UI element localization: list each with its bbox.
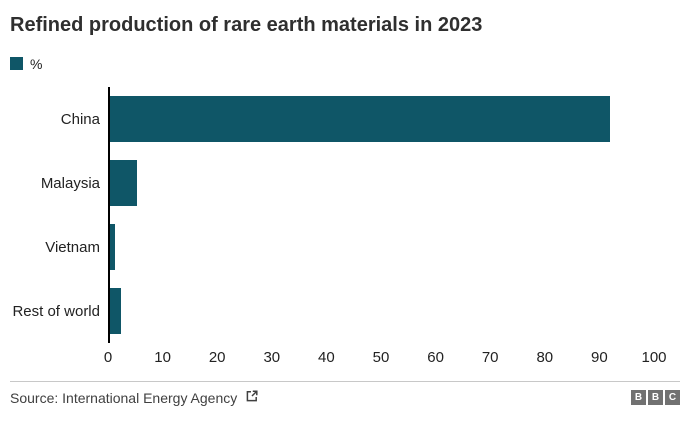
category-label-china: China [60, 110, 100, 128]
bar-china [110, 96, 611, 142]
chart-row-rest-of-world: Rest of world [10, 279, 680, 343]
bar-rest-of-world [110, 288, 121, 334]
x-tick-label-0: 0 [103, 349, 113, 366]
chart-title: Refined production of rare earth materia… [10, 14, 483, 36]
category-label-malaysia: Malaysia [40, 174, 100, 192]
category-label-vietnam: Vietnam [45, 238, 100, 256]
x-tick-label-90: 90 [591, 349, 608, 366]
bbc-logo-block-3: C [665, 390, 680, 405]
x-axis-ticks: 0 10 20 30 40 50 60 70 80 90 100 [104, 343, 667, 367]
bar-track-rest-of-world [108, 279, 654, 343]
legend: % [10, 55, 680, 72]
x-tick-label-40: 40 [318, 349, 335, 366]
external-link-icon [245, 389, 259, 406]
x-tick-label-50: 50 [372, 349, 390, 366]
chart-row-china: China [10, 87, 680, 151]
source-text: Source: International Energy Agency [10, 389, 238, 406]
x-tick-label-60: 60 [427, 349, 444, 366]
chart-row-vietnam: Vietnam [10, 215, 680, 279]
bar-track-china [108, 87, 654, 151]
x-tick-label-80: 80 [536, 349, 554, 366]
bar-vietnam [110, 224, 116, 270]
bar-chart: China Malaysia Vietnam Rest of world 0 10 20 3… [10, 87, 680, 367]
bar-track-malaysia [108, 151, 654, 215]
x-tick-label-10: 10 [154, 349, 171, 366]
plot-rows: China Malaysia Vietnam Rest of world [10, 87, 680, 343]
category-label-rest-of-world: Rest of world [12, 302, 100, 320]
source-link[interactable]: Source: International Energy Agency [10, 389, 259, 406]
chart-row-malaysia: Malaysia [10, 151, 680, 215]
x-tick-label-100: 100 [641, 349, 667, 366]
x-tick-label-30: 30 [263, 349, 281, 366]
legend-label: % [30, 55, 43, 72]
bbc-logo-block-2: B [648, 390, 663, 405]
x-tick-label-20: 20 [208, 349, 226, 366]
bar-malaysia [110, 160, 138, 206]
bbc-logo-block-1: B [631, 390, 646, 405]
legend-swatch-icon [10, 57, 23, 70]
x-tick-label-70: 70 [481, 349, 499, 366]
bar-track-vietnam [108, 215, 654, 279]
